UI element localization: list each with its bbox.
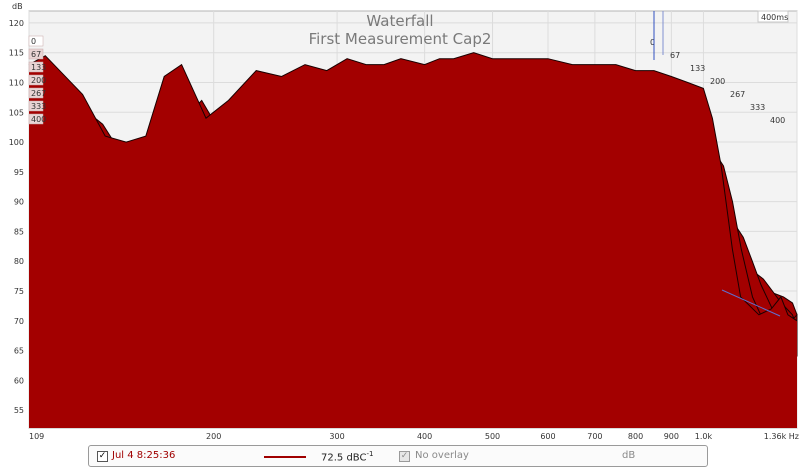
x-tick-label: 1.0k (695, 432, 713, 441)
x-tick-label: 900 (664, 432, 679, 441)
chart-subtitle: First Measurement Cap2 (309, 30, 492, 48)
y-axis-label: dB (12, 2, 23, 11)
time-label-left-box (28, 48, 44, 60)
overlay-label[interactable]: No overlay (415, 450, 469, 461)
time-label-right: 267 (730, 90, 745, 99)
y-tick-label: 65 (14, 347, 24, 356)
time-label-left: 267 (31, 89, 46, 98)
time-label-right: 200 (710, 77, 725, 86)
time-axis: 0 67 133 200 267 333 400 0 67 133 200 267 333 400 (28, 11, 785, 317)
y-axis: 55 60 65 70 75 80 85 90 95 100 105 110 115 120 (9, 19, 24, 415)
x-tick-label: 700 (587, 432, 602, 441)
time-axis-label: 400ms (761, 13, 788, 22)
time-label-right: 0 (650, 38, 655, 47)
y-tick-label: 80 (14, 257, 24, 266)
time-label-left-box (28, 100, 44, 112)
x-tick-label: 109 (29, 432, 44, 441)
measurement-name[interactable]: Jul 4 8:25:36 (112, 450, 176, 461)
time-label-right: 133 (690, 64, 705, 73)
overlay-checkbox[interactable]: ✓ (399, 451, 410, 462)
x-tick-label: 200 (206, 432, 221, 441)
y-tick-label: 75 (14, 287, 24, 296)
time-label-right: 333 (750, 103, 765, 112)
y-tick-label: 105 (9, 108, 24, 117)
slice-line (28, 52, 798, 322)
time-label-left-box (28, 113, 44, 125)
y-tick-label: 90 (14, 198, 24, 207)
measurement-line-swatch (264, 456, 306, 458)
y-tick-label: 100 (9, 138, 24, 147)
y-tick-label: 95 (14, 168, 24, 177)
time-label-left: 67 (31, 50, 41, 59)
time-label-left: 333 (31, 102, 46, 111)
x-axis: 109 200 300 400 500 600 700 800 900 1.0k 1.36k Hz (29, 432, 799, 441)
slice-fill (29, 52, 797, 428)
chart-title: Waterfall (366, 12, 433, 30)
time-label-left-box (28, 35, 44, 47)
y-tick-label: 110 (9, 78, 24, 87)
y-tick-label: 85 (14, 227, 24, 236)
time-label-left-box (28, 87, 44, 99)
measurement-status-bar: ✓ Jul 4 8:25:36 72.5 dBC-1 ✓ No overlay … (88, 445, 708, 467)
measurement-visible-checkbox[interactable]: ✓ (97, 451, 108, 462)
time-label-left-box (28, 61, 44, 73)
measurement-value-superscript: -1 (366, 450, 374, 458)
waterfall-chart: 55 60 65 70 75 80 85 90 95 100 105 110 115 120 109 200… (9, 2, 799, 441)
x-tick-label: 500 (485, 432, 500, 441)
time-label-right: 67 (670, 51, 680, 60)
time-label-left: 0 (31, 37, 36, 46)
y-tick-label: 115 (9, 49, 24, 58)
time-label-left: 200 (31, 76, 46, 85)
time-label-left: 400 (31, 115, 46, 124)
x-tick-label: 400 (417, 432, 432, 441)
y-tick-label: 55 (14, 406, 24, 415)
measurement-value-text: 72.5 dBC (321, 452, 367, 464)
waterfall-slices (28, 52, 798, 428)
x-tick-label: 1.36k Hz (764, 432, 799, 441)
depth-edge-line (721, 289, 781, 317)
measurement-value: 72.5 dBC-1 (321, 450, 373, 463)
y-tick-label: 120 (9, 19, 24, 28)
x-tick-label: 600 (540, 432, 555, 441)
time-label-right: 400 (770, 116, 785, 125)
y-tick-label: 60 (14, 376, 24, 385)
x-tick-label: 300 (329, 432, 344, 441)
time-label-left: 133 (31, 63, 46, 72)
x-tick-label: 800 (628, 432, 643, 441)
y-tick-label: 70 (14, 317, 24, 326)
unit-label: dB (622, 450, 636, 461)
time-label-left-box (28, 74, 44, 86)
time-axis-label-box (757, 10, 789, 23)
